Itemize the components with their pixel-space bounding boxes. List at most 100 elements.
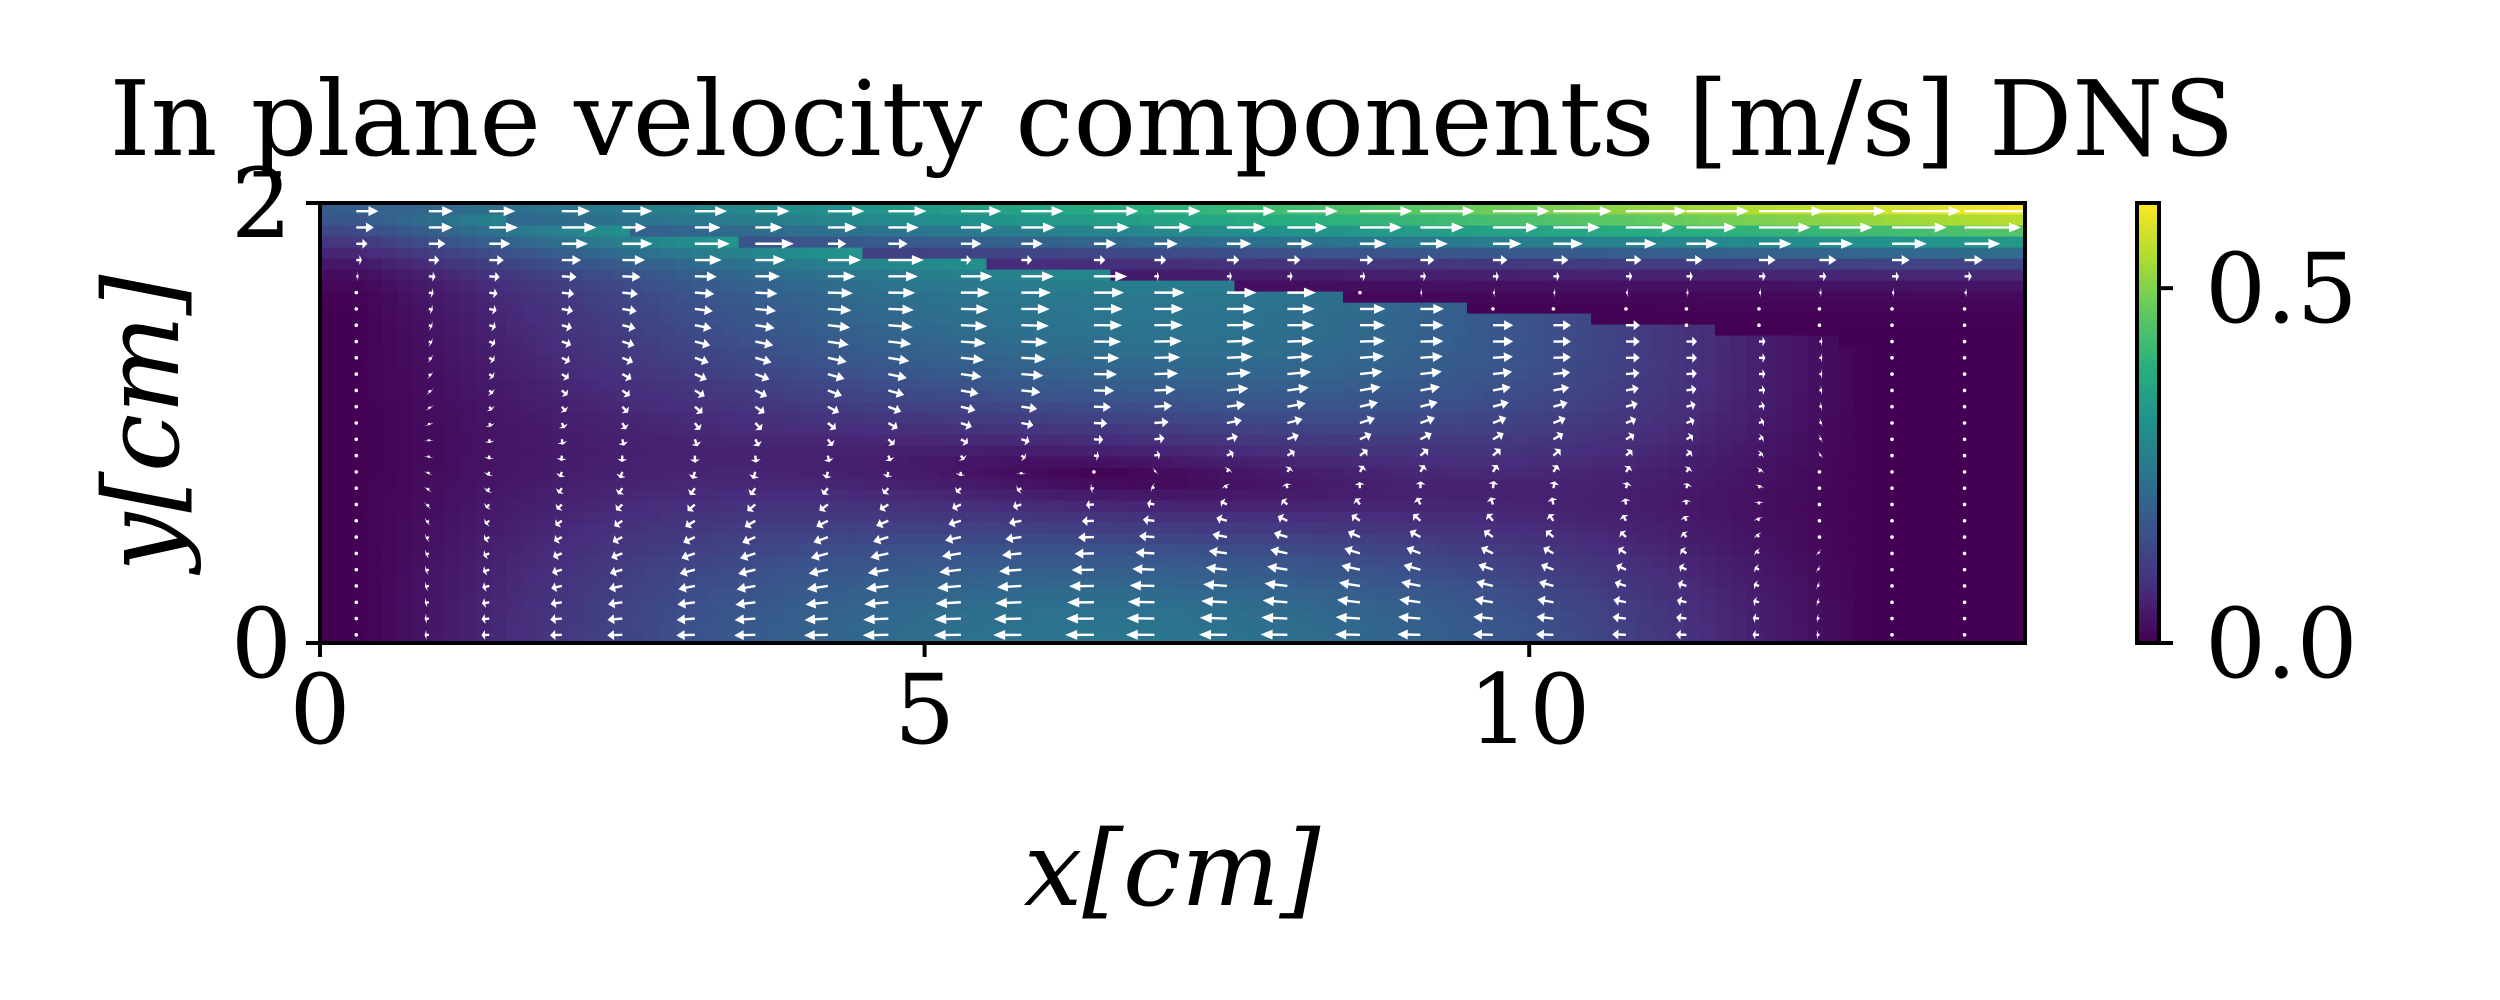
heatmap-cell xyxy=(986,280,1003,292)
quiver-arrow xyxy=(1625,206,1687,217)
heatmap-cell xyxy=(1839,467,1856,479)
heatmap-cell xyxy=(1048,324,1065,336)
heatmap-cell xyxy=(1002,401,1019,413)
heatmap-cell xyxy=(893,379,910,391)
heatmap-cell xyxy=(1684,599,1701,611)
heatmap-cell xyxy=(320,588,337,600)
heatmap-cell xyxy=(800,489,817,501)
quiver-arrow xyxy=(485,422,495,427)
heatmap-cell xyxy=(1699,313,1716,325)
heatmap-cell xyxy=(1110,533,1127,545)
heatmap-cell xyxy=(878,599,895,611)
heatmap-cell xyxy=(1668,225,1685,237)
heatmap-cell xyxy=(1482,335,1499,347)
heatmap-cell xyxy=(1017,236,1034,248)
heatmap-cell xyxy=(1560,280,1577,292)
heatmap-cell xyxy=(1002,467,1019,479)
heatmap-cell xyxy=(366,368,383,380)
heatmap-cell xyxy=(1932,214,1949,226)
heatmap-cell xyxy=(831,632,848,643)
heatmap-cell xyxy=(940,500,957,512)
heatmap-cell xyxy=(1095,291,1112,303)
heatmap-cell xyxy=(878,434,895,446)
heatmap-cell xyxy=(1684,588,1701,600)
heatmap-cell xyxy=(909,368,926,380)
quiver-arrow xyxy=(1021,370,1044,381)
heatmap-cell xyxy=(1436,390,1453,402)
heatmap-cell xyxy=(1126,544,1143,556)
heatmap-cell xyxy=(521,280,538,292)
heatmap-cell xyxy=(1761,302,1778,314)
heatmap-cell xyxy=(1963,511,1980,523)
heatmap-cell xyxy=(1002,434,1019,446)
heatmap-cell xyxy=(444,214,461,226)
heatmap-cell xyxy=(1358,379,1375,391)
heatmap-cell xyxy=(1513,313,1530,325)
quiver-arrow xyxy=(1681,499,1692,505)
heatmap-cell xyxy=(1839,478,1856,490)
heatmap-cell xyxy=(1901,610,1918,622)
heatmap-cell xyxy=(1110,577,1127,589)
heatmap-cell xyxy=(707,577,724,589)
heatmap-cell xyxy=(1358,566,1375,578)
heatmap-cell xyxy=(1529,555,1546,567)
heatmap-cell xyxy=(847,258,864,270)
heatmap-cell xyxy=(1343,412,1360,424)
heatmap-cell xyxy=(723,236,740,248)
heatmap-cell xyxy=(1312,214,1329,226)
heatmap-cell xyxy=(1885,478,1902,490)
heatmap-cell xyxy=(1126,379,1143,391)
heatmap-cell xyxy=(1203,291,1220,303)
heatmap-cell xyxy=(878,203,895,215)
heatmap-cell xyxy=(1374,544,1391,556)
heatmap-cell xyxy=(1529,412,1546,424)
heatmap-cell xyxy=(630,544,647,556)
heatmap-cell xyxy=(1079,489,1096,501)
heatmap-cell xyxy=(1560,203,1577,215)
heatmap-cell xyxy=(1281,214,1298,226)
heatmap-cell xyxy=(351,214,368,226)
heatmap-cell xyxy=(1684,203,1701,215)
heatmap-cell xyxy=(1963,302,1980,314)
heatmap-cell xyxy=(1141,412,1158,424)
heatmap-cell xyxy=(1668,258,1685,270)
heatmap-cell xyxy=(1560,236,1577,248)
heatmap-cell xyxy=(1343,511,1360,523)
heatmap-cell xyxy=(1110,280,1127,292)
heatmap-cell xyxy=(1250,368,1267,380)
heatmap-cell xyxy=(1606,379,1623,391)
heatmap-cell xyxy=(1312,302,1329,314)
heatmap-cell xyxy=(1420,203,1437,215)
heatmap-cell xyxy=(1172,203,1189,215)
heatmap-cell xyxy=(1048,401,1065,413)
heatmap-cell xyxy=(707,478,724,490)
heatmap-cell xyxy=(1482,533,1499,545)
heatmap-cell xyxy=(537,544,554,556)
heatmap-cell xyxy=(2009,445,2025,457)
heatmap-cell xyxy=(1932,390,1949,402)
heatmap-cell xyxy=(1947,203,1964,215)
quiver-arrow xyxy=(754,422,763,431)
quiver-arrow xyxy=(1002,549,1022,560)
heatmap-cell xyxy=(645,489,662,501)
heatmap-cell xyxy=(1250,214,1267,226)
heatmap-cell xyxy=(1777,610,1794,622)
quiver-arrow xyxy=(1021,255,1033,266)
heatmap-cell xyxy=(475,390,492,402)
quiver-arrow xyxy=(1420,271,1427,282)
heatmap-cell xyxy=(490,313,507,325)
heatmap-cell xyxy=(1932,423,1949,435)
heatmap-cell xyxy=(1544,258,1561,270)
heatmap-cell xyxy=(382,324,399,336)
heatmap-cell xyxy=(1916,467,1933,479)
heatmap-cell xyxy=(521,247,538,259)
heatmap-cell xyxy=(397,456,414,468)
heatmap-cell xyxy=(599,291,616,303)
heatmap-cell xyxy=(1653,324,1670,336)
heatmap-cell xyxy=(878,357,895,369)
quiver-arrow xyxy=(1226,222,1266,233)
heatmap-cell xyxy=(630,478,647,490)
heatmap-cell xyxy=(1544,621,1561,633)
heatmap-cell xyxy=(351,533,368,545)
heatmap-cell xyxy=(1234,588,1251,600)
